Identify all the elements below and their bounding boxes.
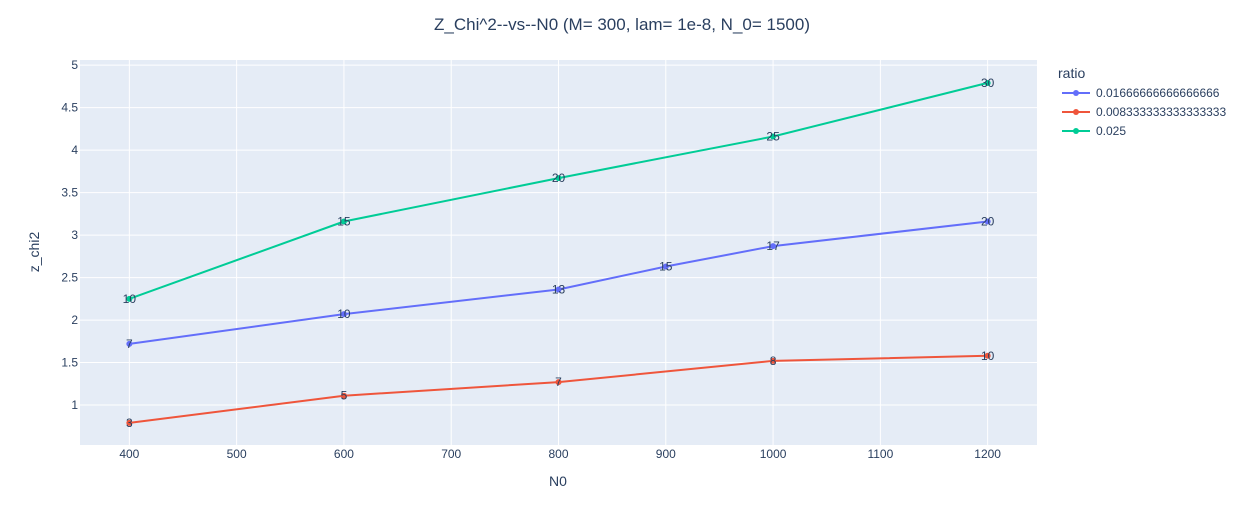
legend-label: 0.01666666666666666 (1096, 86, 1220, 100)
y-tick-label: 2 (71, 313, 78, 327)
data-point (770, 357, 777, 364)
x-axis-ticks: 400 500 600 700 800 900 1000 1100 1200 (119, 447, 1001, 461)
data-point (662, 263, 669, 270)
data-point (340, 392, 347, 399)
x-tick-label: 700 (441, 447, 461, 461)
data-point (555, 286, 562, 293)
y-tick-label: 3.5 (61, 186, 78, 200)
legend-marker (1073, 128, 1079, 134)
data-label: 10 (337, 307, 351, 321)
y-tick-label: 1 (71, 398, 78, 412)
data-point (340, 311, 347, 318)
data-label: 7 (126, 337, 133, 351)
y-tick-label: 5 (71, 58, 78, 72)
data-label: 20 (981, 214, 995, 228)
data-label: 30 (981, 76, 995, 90)
legend-item: 0.008333333333333333 (1062, 105, 1226, 119)
legend-label: 0.025 (1096, 124, 1126, 138)
x-tick-label: 400 (119, 447, 139, 461)
x-tick-label: 1000 (760, 447, 787, 461)
y-axis-label: z_chi2 (26, 232, 42, 273)
data-point (770, 243, 777, 250)
x-tick-label: 500 (227, 447, 247, 461)
y-tick-label: 3 (71, 228, 78, 242)
y-tick-label: 2.5 (61, 271, 78, 285)
y-tick-label: 4.5 (61, 101, 78, 115)
data-point (126, 295, 133, 302)
data-label: 8 (770, 354, 777, 368)
series: 10 15 20 25 30 (123, 76, 995, 306)
data-label: 15 (659, 260, 673, 274)
series-line (129, 220, 988, 345)
data-label: 10 (123, 292, 137, 306)
data-point (984, 79, 991, 86)
data-point (555, 175, 562, 182)
series-group: 7 10 13 15 17 20 3 5 7 8 10 10 15 20 25 30 (123, 76, 995, 430)
data-point (984, 352, 991, 359)
legend-title: ratio (1058, 65, 1085, 81)
x-tick-label: 1200 (974, 447, 1001, 461)
legend: ratio 0.01666666666666666 0.0083333333333… (1058, 65, 1226, 138)
data-point (555, 379, 562, 386)
data-point (126, 419, 133, 426)
data-label: 25 (766, 129, 780, 143)
legend-marker (1073, 109, 1079, 115)
legend-marker (1073, 90, 1079, 96)
x-tick-label: 600 (334, 447, 354, 461)
data-point (340, 218, 347, 225)
x-tick-label: 800 (548, 447, 568, 461)
data-label: 3 (126, 416, 133, 430)
data-label: 20 (552, 171, 566, 185)
data-point (984, 218, 991, 225)
grid-lines (80, 60, 1037, 445)
data-label: 10 (981, 349, 995, 363)
y-tick-label: 4 (71, 143, 78, 157)
data-point (770, 133, 777, 140)
series: 7 10 13 15 17 20 (126, 214, 995, 350)
series: 3 5 7 8 10 (126, 349, 995, 430)
data-label: 17 (766, 239, 780, 253)
x-tick-label: 1100 (867, 447, 893, 461)
data-label: 5 (341, 389, 348, 403)
legend-items: 0.01666666666666666 0.008333333333333333 0… (1062, 86, 1226, 138)
chart-title: Z_Chi^2--vs--N0 (M= 300, lam= 1e-8, N_0=… (434, 15, 810, 34)
data-label: 7 (555, 375, 562, 389)
y-tick-label: 1.5 (61, 356, 78, 370)
data-label: 13 (552, 282, 566, 296)
legend-item: 0.025 (1062, 124, 1126, 138)
legend-item: 0.01666666666666666 (1062, 86, 1220, 100)
y-axis-ticks: 1 1.5 2 2.5 3 3.5 4 4.5 5 (61, 58, 78, 412)
x-axis-label: N0 (549, 473, 567, 489)
data-point (126, 340, 133, 347)
x-tick-label: 900 (656, 447, 676, 461)
data-label: 15 (337, 214, 351, 228)
legend-label: 0.008333333333333333 (1096, 105, 1226, 119)
